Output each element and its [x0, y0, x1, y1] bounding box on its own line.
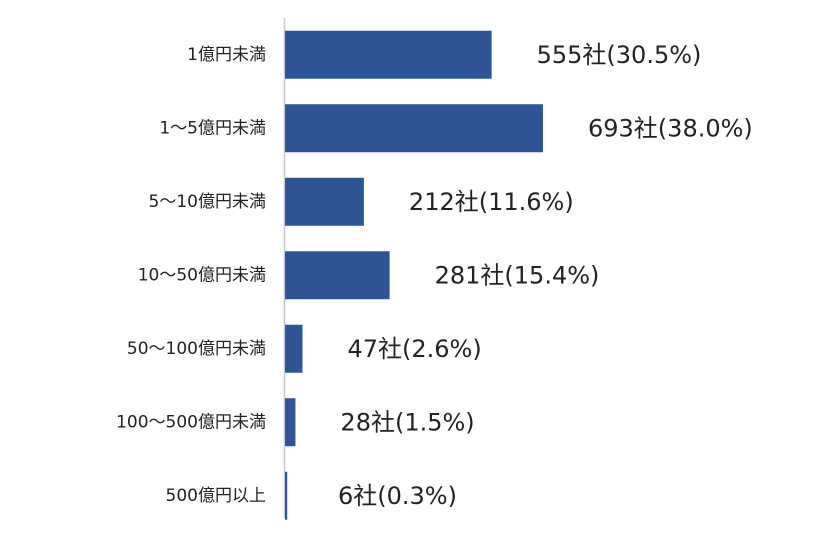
- y-tick-label: 100～500億円未満: [116, 412, 266, 432]
- y-tick-label: 5～10億円未満: [149, 192, 266, 212]
- bar: [285, 30, 492, 79]
- bar: [285, 104, 543, 153]
- value-label: 693社(38.0%): [588, 114, 753, 142]
- value-label: 6社(0.3%): [338, 482, 457, 510]
- value-label: 281社(15.4%): [435, 261, 600, 289]
- bar: [285, 251, 390, 300]
- y-tick-label: 1億円未満: [187, 45, 266, 65]
- y-tick-label: 10～50億円未満: [138, 265, 266, 285]
- y-tick-label: 500億円以上: [166, 486, 266, 506]
- value-label: 555社(30.5%): [537, 41, 702, 69]
- y-tick-label: 50～100億円未満: [127, 339, 266, 359]
- y-tick-label: 1～5億円未満: [159, 118, 266, 138]
- value-label: 212社(11.6%): [409, 188, 574, 216]
- bar: [285, 398, 296, 447]
- bar: [285, 324, 303, 373]
- bar: [285, 177, 364, 226]
- value-label: 47社(2.6%): [347, 335, 481, 363]
- bar: [285, 471, 288, 520]
- value-label: 28社(1.5%): [340, 408, 474, 436]
